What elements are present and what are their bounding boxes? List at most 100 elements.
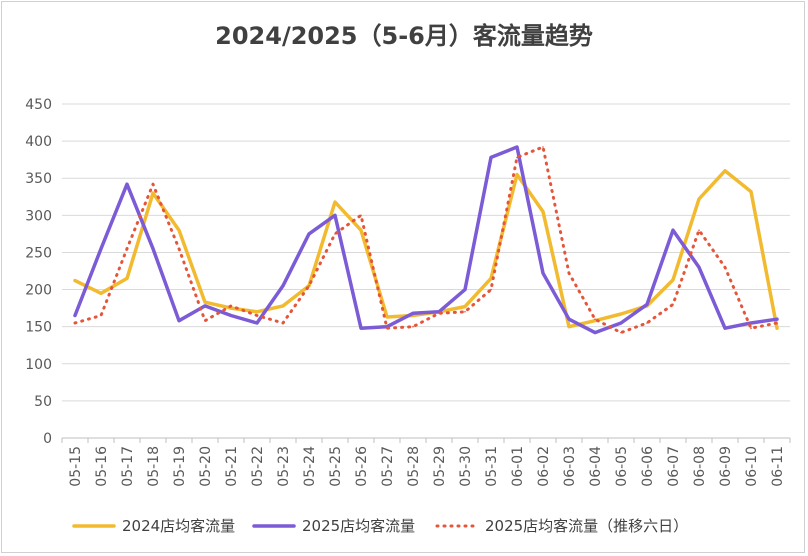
y-tick-label: 300 [25, 208, 52, 224]
x-tick-label: 06-04 [588, 446, 604, 487]
legend-label: 2025店均客流量（推移六日） [485, 517, 688, 535]
data-point [438, 312, 440, 315]
data-point [724, 327, 726, 330]
x-tick-label: 05-28 [406, 446, 422, 487]
data-point [698, 198, 700, 200]
data-point [542, 210, 544, 213]
data-point [334, 201, 336, 203]
data-point [152, 247, 154, 250]
x-tick-label: 06-09 [718, 446, 734, 487]
data-point [334, 214, 336, 217]
data-point [308, 285, 310, 287]
axes: 0 50 100 150 200 250 300 350 400 450 05-15 05-16 05-… [25, 97, 791, 487]
x-tick-label: 05-24 [302, 446, 318, 487]
x-tick-label: 05-16 [94, 446, 110, 487]
data-point [594, 318, 596, 321]
x-tick-label: 05-22 [250, 446, 266, 487]
data-point [256, 322, 258, 324]
data-point [464, 288, 466, 291]
series-lines [73, 145, 779, 335]
x-tick-label: 05-26 [354, 446, 370, 487]
x-tick-label: 06-01 [510, 446, 526, 487]
x-tick-label: 05-17 [120, 446, 136, 487]
data-point [724, 170, 726, 172]
data-point [620, 322, 622, 324]
data-point [490, 156, 492, 159]
data-point [594, 319, 596, 322]
y-tick-label: 350 [25, 171, 52, 187]
grid-lines [62, 103, 790, 402]
data-point [516, 173, 518, 176]
data-point [672, 229, 674, 231]
data-point [568, 325, 570, 328]
data-point [386, 316, 388, 318]
data-point [282, 305, 284, 307]
x-tick-label: 06-08 [692, 446, 708, 487]
data-point [204, 319, 206, 322]
data-point [178, 247, 180, 250]
data-point [360, 229, 362, 231]
y-tick-label: 150 [25, 320, 52, 336]
data-point [178, 229, 180, 231]
x-tick-label: 05-18 [146, 446, 162, 487]
data-point [464, 305, 466, 308]
y-tick-label: 50 [34, 394, 52, 410]
data-point [100, 292, 102, 295]
x-tick-label: 05-19 [172, 446, 188, 487]
data-point [646, 322, 648, 324]
data-point [360, 214, 362, 217]
x-tick-label: 05-25 [328, 446, 344, 487]
data-point [568, 318, 570, 321]
data-point [282, 322, 284, 324]
data-point [516, 156, 518, 159]
data-point [490, 277, 492, 280]
data-point [542, 146, 544, 148]
data-point [646, 303, 648, 306]
data-point [464, 311, 466, 313]
data-point [256, 311, 258, 313]
data-point [152, 192, 154, 194]
x-tick-label: 06-06 [640, 446, 656, 487]
data-point [724, 266, 726, 269]
data-point [620, 313, 622, 315]
x-tick-label: 05-15 [68, 446, 84, 487]
x-tick-label: 05-23 [276, 446, 292, 487]
data-point [126, 247, 128, 250]
data-point [204, 301, 206, 304]
data-point [698, 229, 700, 231]
data-point [74, 279, 76, 282]
x-tick-label: 06-10 [744, 446, 760, 487]
data-point [334, 233, 336, 235]
y-tick-label: 0 [43, 431, 52, 447]
data-point [126, 277, 128, 280]
legend: 2024店均客流量 2025店均客流量 2025店均客流量（推移六日） [72, 517, 688, 535]
legend-label: 2024店均客流量 [122, 517, 235, 535]
series-line-2 [73, 145, 779, 335]
x-tick-label: 05-21 [224, 446, 240, 487]
data-point [750, 190, 752, 193]
data-point [360, 327, 362, 330]
data-point [74, 314, 76, 317]
data-point [776, 327, 778, 330]
legend-label: 2025店均客流量 [302, 517, 415, 535]
y-tick-label: 400 [25, 134, 52, 150]
data-point [698, 266, 700, 269]
data-point [152, 183, 154, 185]
x-tick-label: 05-27 [380, 446, 396, 487]
data-point [100, 247, 102, 250]
data-point [230, 314, 232, 317]
y-tick-label: 200 [25, 283, 52, 299]
chart-title: 2024/2025（5-6月）客流量趋势 [215, 22, 593, 50]
data-point [620, 331, 622, 334]
data-point [672, 303, 674, 306]
y-tick-label: 100 [25, 357, 52, 373]
data-point [256, 314, 258, 317]
data-point [672, 279, 674, 281]
data-point [230, 305, 232, 307]
series-line-3 [73, 145, 779, 335]
data-point [126, 183, 128, 185]
x-tick-label: 05-29 [432, 446, 448, 487]
data-point [178, 319, 180, 322]
data-point [542, 272, 544, 275]
